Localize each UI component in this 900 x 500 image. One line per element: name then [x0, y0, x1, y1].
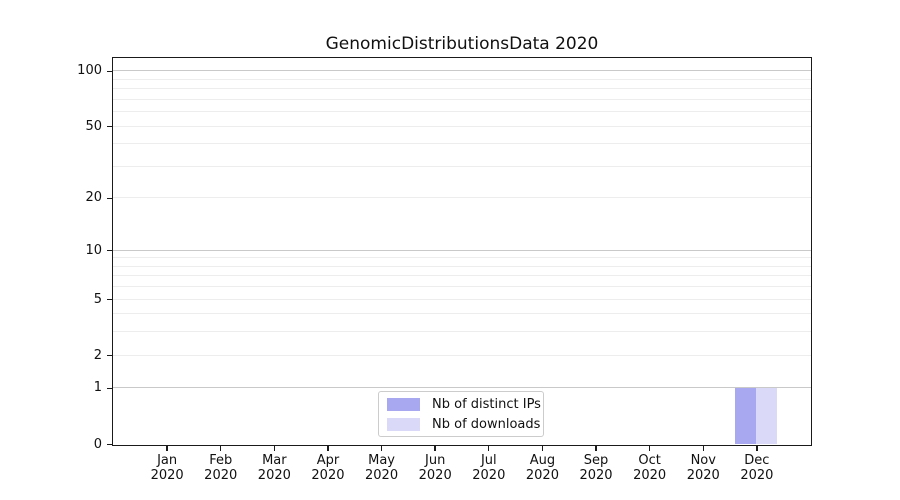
x-axis-tick-label: Oct 2020 [633, 452, 667, 484]
x-axis-tick-label: Aug 2020 [525, 452, 559, 484]
y-gridline-minor [113, 98, 811, 100]
x-axis-tick-label: Mar 2020 [257, 452, 291, 484]
legend-item-distinct-ips: Nb of distinct IPs [387, 396, 543, 412]
x-tick-mark [756, 446, 758, 451]
x-tick-mark [488, 446, 490, 451]
x-tick-mark [541, 446, 544, 451]
y-gridline-minor [113, 286, 811, 288]
y-gridline-minor [113, 265, 811, 267]
x-tick-mark [273, 446, 276, 451]
x-tick-mark [380, 446, 383, 451]
y-gridline-minor [113, 125, 811, 127]
x-axis-tick-label: Nov 2020 [686, 452, 720, 484]
y-tick-mark [106, 354, 113, 357]
y-gridline-major [113, 387, 811, 389]
x-axis-tick-label: Feb 2020 [204, 452, 238, 484]
y-tick-mark [106, 197, 113, 200]
y-tick-mark [106, 443, 113, 446]
y-gridline-minor [113, 197, 811, 199]
y-axis-tick-label: 100 [77, 63, 102, 79]
y-tick-mark [106, 249, 113, 252]
y-axis-tick-label: 2 [93, 347, 102, 363]
y-gridline-minor [113, 111, 811, 113]
y-tick-mark [106, 70, 113, 73]
chart-title: GenomicDistributionsData 2020 [325, 34, 599, 54]
bar-nb-of-distinct-ips-dec [735, 387, 757, 444]
x-axis-tick-label: Jun 2020 [418, 452, 452, 484]
x-tick-mark [702, 446, 704, 451]
y-gridline-minor [113, 354, 811, 356]
y-tick-mark [106, 387, 113, 390]
x-axis-tick-label: Sep 2020 [579, 452, 613, 484]
y-gridline-major [113, 249, 811, 251]
x-axis-tick-label: Jul 2020 [472, 452, 506, 484]
y-gridline-minor [113, 313, 811, 315]
y-tick-mark [106, 298, 113, 301]
y-tick-mark [106, 125, 113, 128]
y-axis-tick-label: 5 [93, 291, 102, 307]
bar-nb-of-downloads-dec [756, 387, 778, 444]
x-tick-mark [648, 446, 651, 451]
legend-swatch-downloads [387, 417, 420, 431]
y-axis-tick-label: 50 [85, 118, 102, 134]
legend: Nb of distinct IPs Nb of downloads [378, 391, 544, 437]
y-gridline-minor [113, 257, 811, 259]
x-tick-mark [327, 446, 329, 451]
x-tick-mark [434, 446, 436, 451]
y-gridline-minor [113, 331, 811, 333]
legend-label-downloads: Nb of downloads [432, 416, 541, 432]
y-axis-tick-label: 10 [85, 242, 102, 258]
x-axis-tick-label: Jan 2020 [150, 452, 184, 484]
y-gridline-minor [113, 88, 811, 90]
x-axis-tick-label: Apr 2020 [311, 452, 345, 484]
legend-label-distinct-ips: Nb of distinct IPs [432, 396, 541, 412]
legend-item-downloads: Nb of downloads [387, 416, 543, 432]
y-gridline-minor [113, 78, 811, 80]
y-gridline-minor [113, 143, 811, 145]
y-axis-tick-label: 1 [93, 380, 102, 396]
x-tick-mark [595, 446, 597, 451]
y-gridline-minor [113, 298, 811, 300]
plot-area [112, 57, 812, 446]
x-axis-tick-label: May 2020 [365, 452, 399, 484]
legend-swatch-distinct-ips [387, 397, 420, 411]
y-axis-tick-label: 0 [93, 436, 102, 452]
x-axis-tick-label: Dec 2020 [740, 452, 774, 484]
x-tick-mark [166, 446, 168, 451]
y-gridline-major [113, 70, 811, 72]
x-tick-mark [220, 446, 222, 451]
y-gridline-minor [113, 275, 811, 277]
y-axis-tick-label: 20 [85, 190, 102, 206]
y-gridline-minor [113, 165, 811, 167]
